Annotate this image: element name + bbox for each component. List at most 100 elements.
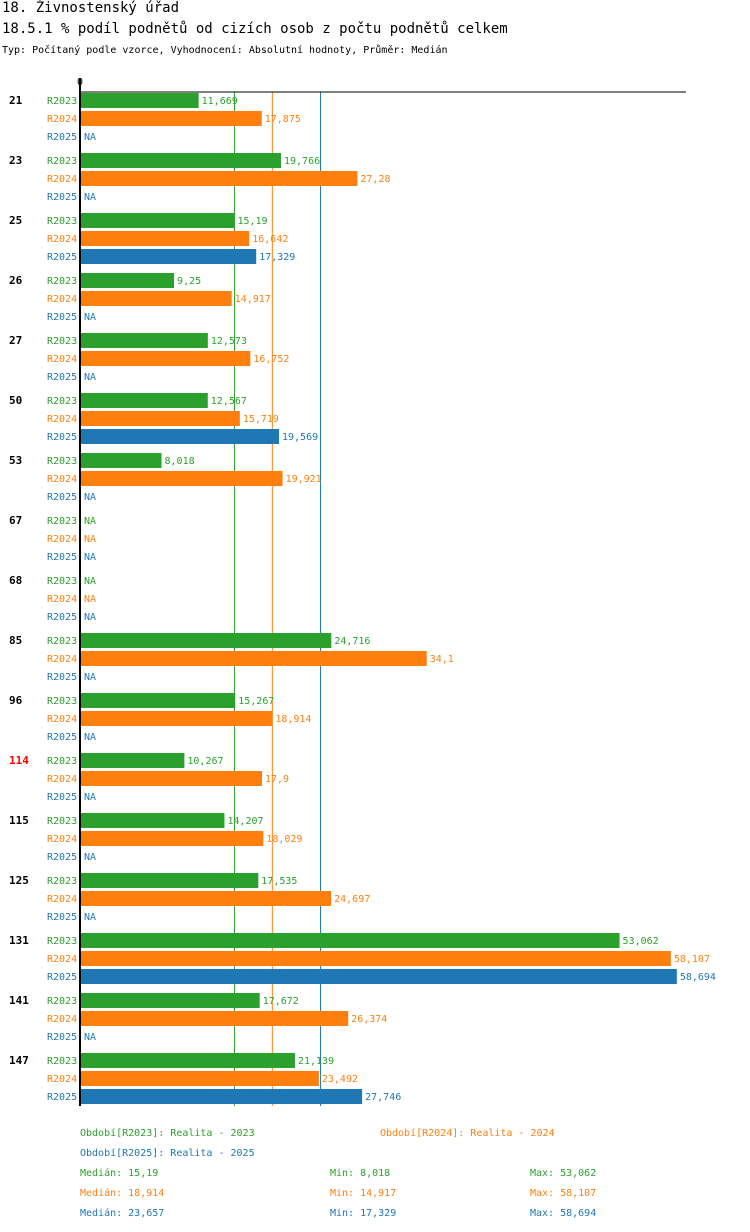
stat-median-r2023: Medián: 15,19 bbox=[80, 1168, 159, 1179]
bar-131-r2025 bbox=[80, 969, 677, 984]
series-label-115-r2025: R2025 bbox=[47, 852, 77, 863]
value-label-67-r2025: NA bbox=[84, 552, 96, 563]
x-axis-zero-label: 0 bbox=[77, 77, 83, 88]
value-label-131-r2023: 53,062 bbox=[623, 936, 659, 947]
legend-r2025: Období[R2025]: Realita - 2025 bbox=[80, 1148, 255, 1159]
series-label-21-r2024: R2024 bbox=[47, 114, 77, 125]
legend-r2023: Období[R2023]: Realita - 2023 bbox=[80, 1128, 255, 1139]
chart-title: 18.5.1 % podíl podnětů od cizích osob z … bbox=[2, 21, 508, 37]
page-title: 18. Živnostenský úřad bbox=[2, 0, 180, 16]
series-label-114-r2025: R2025 bbox=[47, 792, 77, 803]
value-label-115-r2024: 18,029 bbox=[266, 834, 302, 845]
stat-max-r2025: Max: 58,694 bbox=[530, 1208, 597, 1219]
bar-131-r2023 bbox=[80, 933, 620, 948]
stat-min-r2023: Min: 8,018 bbox=[330, 1168, 391, 1179]
series-label-27-r2023: R2023 bbox=[47, 336, 77, 347]
series-label-23-r2025: R2025 bbox=[47, 192, 77, 203]
series-label-53-r2023: R2023 bbox=[47, 456, 77, 467]
category-label-125: 125 bbox=[9, 874, 29, 887]
value-label-25-r2025: 17,329 bbox=[259, 252, 295, 263]
bar-50-r2025 bbox=[80, 429, 279, 444]
series-label-141-r2025: R2025 bbox=[47, 1032, 77, 1043]
series-label-50-r2023: R2023 bbox=[47, 396, 77, 407]
series-label-53-r2024: R2024 bbox=[47, 474, 77, 485]
category-label-131: 131 bbox=[9, 934, 29, 947]
value-label-114-r2025: NA bbox=[84, 792, 96, 803]
value-label-50-r2024: 15,719 bbox=[243, 414, 279, 425]
series-label-25-r2023: R2023 bbox=[47, 216, 77, 227]
series-label-27-r2025: R2025 bbox=[47, 372, 77, 383]
value-label-21-r2024: 17,875 bbox=[265, 114, 301, 125]
series-label-96-r2023: R2023 bbox=[47, 696, 77, 707]
category-label-67: 67 bbox=[9, 514, 22, 527]
series-label-68-r2023: R2023 bbox=[47, 576, 77, 587]
series-label-147-r2024: R2024 bbox=[47, 1074, 77, 1085]
bar-85-r2024 bbox=[80, 651, 427, 666]
value-label-96-r2024: 18,914 bbox=[275, 714, 311, 725]
value-label-115-r2023: 14,207 bbox=[227, 816, 263, 827]
series-label-125-r2024: R2024 bbox=[47, 894, 77, 905]
category-label-115: 115 bbox=[9, 814, 29, 827]
bar-23-r2024 bbox=[80, 171, 358, 186]
series-label-23-r2023: R2023 bbox=[47, 156, 77, 167]
bar-23-r2023 bbox=[80, 153, 281, 168]
chart-type-info: Typ: Počítaný podle vzorce, Vyhodnocení:… bbox=[2, 45, 448, 56]
series-label-50-r2025: R2025 bbox=[47, 432, 77, 443]
value-label-114-r2024: 17,9 bbox=[265, 774, 289, 785]
series-label-131-r2023: R2023 bbox=[47, 936, 77, 947]
value-label-21-r2023: 11,669 bbox=[202, 96, 238, 107]
value-label-26-r2023: 9,25 bbox=[177, 276, 201, 287]
bar-114-r2024 bbox=[80, 771, 263, 786]
series-label-21-r2025: R2025 bbox=[47, 132, 77, 143]
bar-115-r2023 bbox=[80, 813, 225, 828]
series-label-131-r2024: R2024 bbox=[47, 954, 77, 965]
series-label-21-r2023: R2023 bbox=[47, 96, 77, 107]
series-label-25-r2025: R2025 bbox=[47, 252, 77, 263]
stat-median-r2024: Medián: 18,914 bbox=[80, 1188, 165, 1199]
category-label-25: 25 bbox=[9, 214, 22, 227]
series-label-26-r2025: R2025 bbox=[47, 312, 77, 323]
category-label-21: 21 bbox=[9, 94, 23, 107]
bar-96-r2023 bbox=[80, 693, 236, 708]
stat-max-r2024: Max: 58,107 bbox=[530, 1188, 597, 1199]
value-label-26-r2024: 14,917 bbox=[235, 294, 271, 305]
bar-25-r2023 bbox=[80, 213, 235, 228]
value-label-96-r2025: NA bbox=[84, 732, 96, 743]
stat-min-r2024: Min: 14,917 bbox=[330, 1188, 397, 1199]
value-label-53-r2025: NA bbox=[84, 492, 96, 503]
value-label-27-r2025: NA bbox=[84, 372, 96, 383]
series-label-115-r2023: R2023 bbox=[47, 816, 77, 827]
bar-25-r2024 bbox=[80, 231, 250, 246]
stat-min-r2025: Min: 17,329 bbox=[330, 1208, 397, 1219]
series-label-26-r2023: R2023 bbox=[47, 276, 77, 287]
series-label-114-r2024: R2024 bbox=[47, 774, 77, 785]
series-label-26-r2024: R2024 bbox=[47, 294, 77, 305]
value-label-125-r2025: NA bbox=[84, 912, 96, 923]
value-label-141-r2023: 17,672 bbox=[263, 996, 299, 1007]
series-label-53-r2025: R2025 bbox=[47, 492, 77, 503]
bar-125-r2024 bbox=[80, 891, 332, 906]
category-label-26: 26 bbox=[9, 274, 23, 287]
value-label-25-r2023: 15,19 bbox=[237, 216, 267, 227]
value-label-114-r2023: 10,267 bbox=[187, 756, 223, 767]
series-label-85-r2024: R2024 bbox=[47, 654, 77, 665]
value-label-26-r2025: NA bbox=[84, 312, 96, 323]
series-label-147-r2023: R2023 bbox=[47, 1056, 77, 1067]
value-label-23-r2023: 19,766 bbox=[284, 156, 320, 167]
series-label-27-r2024: R2024 bbox=[47, 354, 77, 365]
bar-27-r2023 bbox=[80, 333, 208, 348]
value-label-125-r2024: 24,697 bbox=[334, 894, 370, 905]
bar-21-r2024 bbox=[80, 111, 262, 126]
value-label-96-r2023: 15,267 bbox=[238, 696, 274, 707]
value-label-115-r2025: NA bbox=[84, 852, 96, 863]
value-label-68-r2025: NA bbox=[84, 612, 96, 623]
series-label-25-r2024: R2024 bbox=[47, 234, 77, 245]
category-label-23: 23 bbox=[9, 154, 22, 167]
stat-median-r2025: Medián: 23,657 bbox=[80, 1208, 165, 1219]
series-label-96-r2025: R2025 bbox=[47, 732, 77, 743]
bar-147-r2025 bbox=[80, 1089, 363, 1104]
bar-147-r2023 bbox=[80, 1053, 295, 1068]
bar-26-r2023 bbox=[80, 273, 175, 288]
series-label-125-r2023: R2023 bbox=[47, 876, 77, 887]
bar-147-r2024 bbox=[80, 1071, 319, 1086]
